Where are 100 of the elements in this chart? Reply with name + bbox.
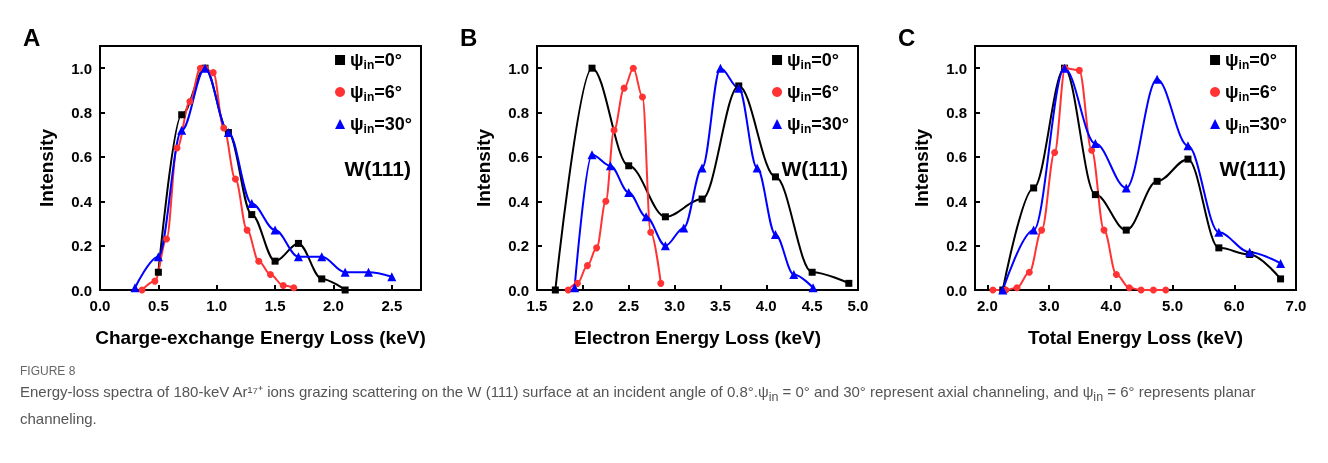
- point: [1184, 155, 1192, 163]
- point: [752, 163, 762, 173]
- point: [574, 279, 582, 287]
- point: [363, 267, 373, 277]
- y-axis-title: Intensity: [36, 128, 57, 208]
- x-tick-label: 2.0: [572, 297, 594, 314]
- x-tick-label: 1.5: [526, 297, 548, 314]
- point: [1112, 270, 1120, 278]
- y-tick-label: 0.4: [71, 192, 93, 210]
- y-tick-label: 0.0: [945, 281, 967, 299]
- x-axis-title: Charge-exchange Energy Loss (keV): [95, 327, 426, 348]
- point: [716, 63, 726, 73]
- point: [845, 279, 853, 287]
- point: [647, 228, 655, 236]
- chart-title: C: [897, 23, 915, 51]
- x-axis-title: Total Energy Loss (keV): [1027, 327, 1243, 348]
- point: [625, 162, 633, 170]
- point: [209, 69, 217, 77]
- point: [697, 163, 707, 173]
- annotation: W(111): [1219, 157, 1286, 180]
- y-tick-label: 1.0: [508, 59, 530, 77]
- point: [593, 244, 601, 252]
- point: [1013, 284, 1021, 292]
- point: [279, 282, 287, 290]
- point: [588, 64, 596, 72]
- y-tick-label: 1.0: [945, 59, 967, 77]
- x-tick-label: 5.0: [847, 297, 869, 314]
- point: [1244, 247, 1254, 257]
- y-tick-label: 0.8: [945, 104, 967, 122]
- x-tick-label: 3.0: [664, 297, 686, 314]
- y-tick-label: 0.2: [508, 237, 530, 255]
- point: [1050, 148, 1058, 156]
- point: [808, 268, 816, 276]
- point: [657, 279, 665, 287]
- x-tick-label: 2.5: [381, 297, 403, 314]
- point: [1153, 177, 1161, 185]
- point: [602, 197, 610, 205]
- text: Energy-loss spectra of 180-keV Ar¹⁷⁺ ions grazing scattering on the W (111) surface at an incident angle of 0.8°.ψ$_{in}$ = 0° and 30° represent axial channeling, and ψ$_{in}$ = 6° represents planar channeling.: [20, 383, 1256, 427]
- x-axis-title: Electron Energy Loss (keV): [574, 327, 822, 348]
- y-axis-title: Intensity: [910, 128, 932, 208]
- y-axis-title: Intensity: [473, 128, 495, 208]
- point: [772, 173, 780, 181]
- x-tick-label: 4.0: [1100, 297, 1121, 314]
- y-tick-label: 1.0: [71, 59, 92, 77]
- y-tick-label: 0.2: [71, 237, 92, 255]
- point: [1213, 227, 1223, 237]
- point: [293, 252, 303, 262]
- y-tick-label: 0.0: [71, 281, 92, 299]
- point: [587, 150, 597, 160]
- annotation: W(111): [781, 157, 849, 180]
- point: [151, 277, 159, 285]
- point: [1161, 286, 1169, 294]
- x-tick-label: 1.0: [206, 297, 228, 314]
- point: [186, 97, 194, 105]
- point: [1183, 141, 1193, 151]
- x-tick-label: 2.0: [323, 297, 344, 314]
- y-tick-label: 0.0: [508, 281, 530, 299]
- y-tick-label: 0.8: [508, 104, 530, 122]
- point: [584, 262, 592, 270]
- point: [771, 230, 781, 240]
- point: [662, 213, 670, 221]
- point: [639, 93, 647, 101]
- y-tick-label: 0.4: [508, 192, 530, 210]
- point: [247, 198, 257, 208]
- point: [163, 235, 171, 243]
- point: [178, 111, 186, 119]
- x-tick-label: 3.5: [710, 297, 732, 314]
- point: [1122, 226, 1130, 234]
- point: [1087, 146, 1095, 154]
- y-tick-label: 0.6: [508, 148, 530, 166]
- point: [630, 64, 638, 72]
- x-tick-label: 1.5: [264, 297, 286, 314]
- x-tick-label: 2.0: [976, 297, 998, 314]
- point: [294, 239, 302, 247]
- chart-title: A: [23, 23, 41, 51]
- point: [1091, 191, 1099, 199]
- point: [341, 286, 349, 294]
- point: [789, 269, 799, 279]
- x-tick-label: 6.0: [1223, 297, 1245, 314]
- y-tick-label: 0.6: [71, 148, 92, 166]
- point: [270, 225, 280, 235]
- point: [661, 241, 671, 251]
- chart-title: B: [460, 23, 478, 51]
- point: [220, 124, 228, 132]
- y-tick-label: 0.2: [945, 237, 967, 255]
- point: [1075, 66, 1083, 74]
- point: [1037, 226, 1045, 234]
- y-tick-label: 0.6: [945, 148, 967, 166]
- x-tick-label: 0.0: [89, 297, 111, 314]
- point: [552, 286, 560, 294]
- point: [266, 270, 274, 278]
- point: [1028, 225, 1038, 235]
- point: [1025, 268, 1033, 276]
- point: [154, 268, 162, 276]
- x-tick-label: 4.0: [756, 297, 778, 314]
- x-tick-label: 3.0: [1038, 297, 1060, 314]
- point: [1090, 139, 1100, 149]
- point: [570, 283, 580, 293]
- point: [698, 195, 706, 203]
- caption: FIGURE 8: [20, 364, 77, 378]
